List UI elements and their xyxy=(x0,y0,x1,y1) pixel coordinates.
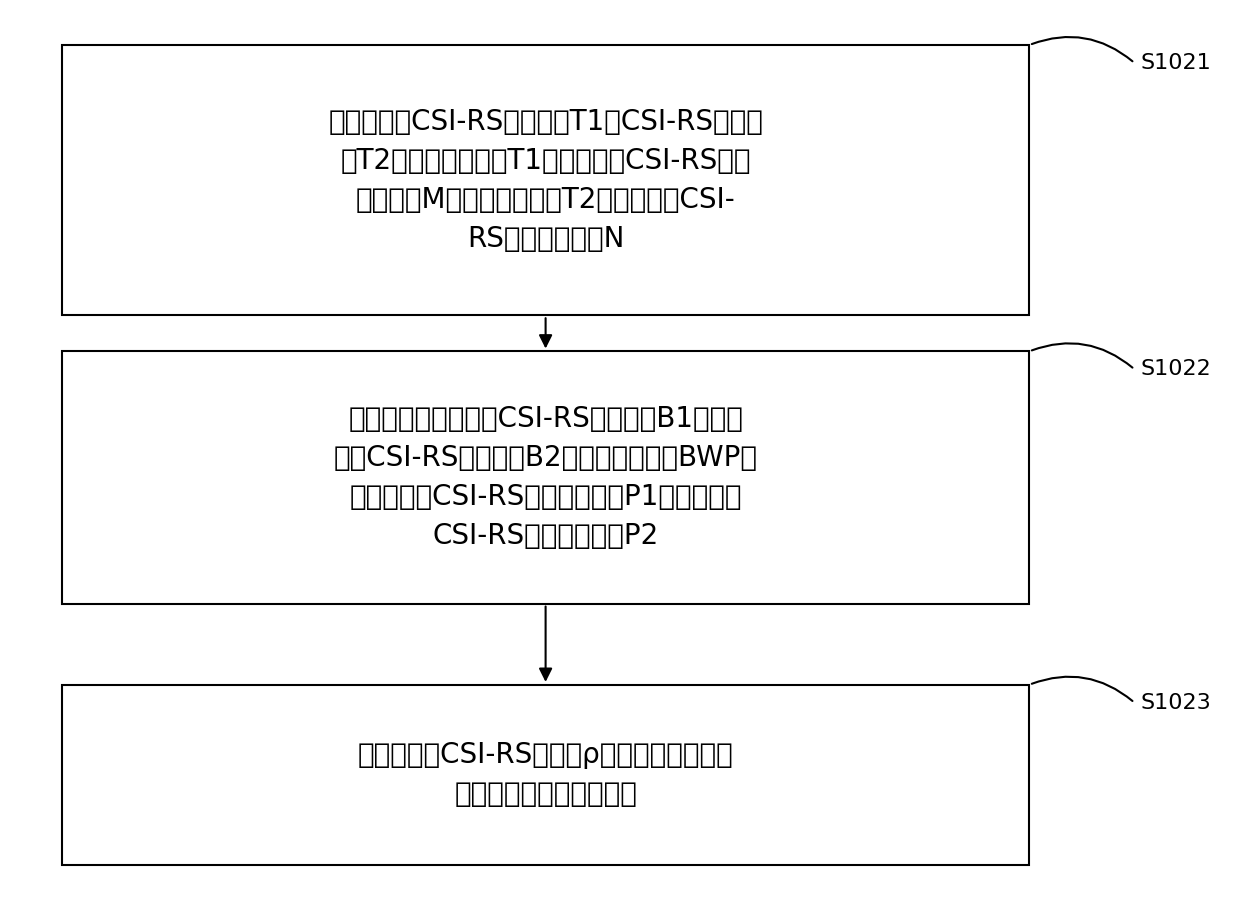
Text: 根据预设的CSI-RS的密度ρ，确定传输资源中
每个资源块支持的资源数: 根据预设的CSI-RS的密度ρ，确定传输资源中 每个资源块支持的资源数 xyxy=(357,742,734,808)
Text: S1021: S1021 xyxy=(1141,53,1211,73)
FancyBboxPatch shape xyxy=(62,685,1029,865)
Text: S1023: S1023 xyxy=(1141,693,1211,713)
FancyBboxPatch shape xyxy=(62,351,1029,604)
Text: 根据预设的CSI-RS传输周期T1和CSI-RS反馈周
期T2，确定传输周期T1内用于发送CSI-RS的时
域符号数M、以及反馈周期T2内用于反馈CSI-
RS: 根据预设的CSI-RS传输周期T1和CSI-RS反馈周 期T2，确定传输周期T1… xyxy=(329,108,763,252)
Text: 根据预设的用于传输CSI-RS的总带宽B1、用于
反馈CSI-RS的总带宽B2、以及带宽分段BWP确
定用于传输CSI-RS的频域资源数P1和用于反馈
CSI-: 根据预设的用于传输CSI-RS的总带宽B1、用于 反馈CSI-RS的总带宽B2、… xyxy=(334,405,758,550)
Text: S1022: S1022 xyxy=(1141,359,1211,379)
FancyBboxPatch shape xyxy=(62,45,1029,315)
